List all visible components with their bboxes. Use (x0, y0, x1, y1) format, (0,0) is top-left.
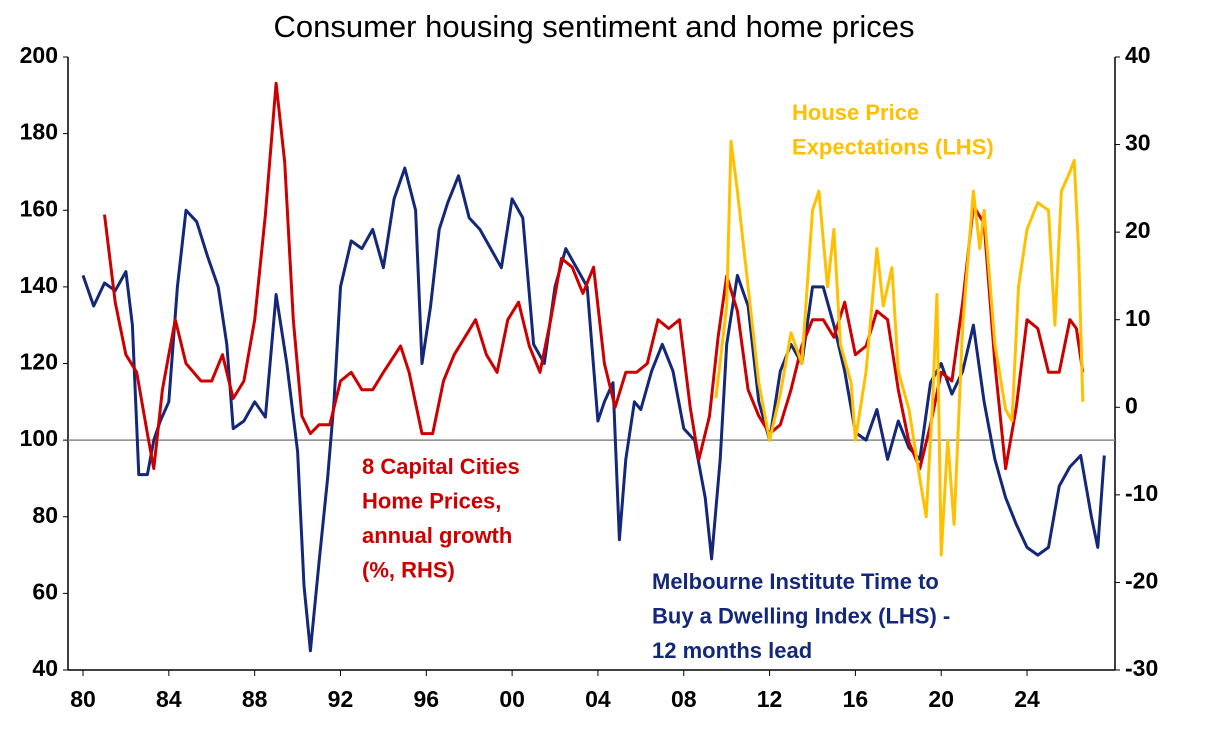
x-tick-label: 84 (156, 686, 182, 712)
y2-tick-label: 30 (1125, 130, 1151, 156)
y-tick-label: 140 (20, 272, 58, 298)
y-tick-label: 180 (20, 119, 58, 145)
annotation: Buy a Dwelling Index (LHS) - (652, 603, 950, 628)
annotation: annual growth (362, 523, 512, 548)
annotation: 12 months lead (652, 638, 812, 663)
y-tick-label: 80 (32, 502, 58, 528)
y2-tick-label: 0 (1125, 392, 1138, 418)
y-tick-label: 100 (20, 425, 58, 451)
chart-title: Consumer housing sentiment and home pric… (273, 9, 914, 44)
annotation: 8 Capital Cities (362, 454, 520, 479)
annotation: Expectations (LHS) (792, 134, 994, 159)
x-tick-label: 12 (757, 686, 783, 712)
annotation: House Price (792, 100, 919, 125)
x-tick-label: 80 (70, 686, 96, 712)
y2-tick-label: 10 (1125, 305, 1151, 331)
series-line (714, 139, 1085, 557)
series-line (103, 81, 1085, 471)
x-tick-label: 04 (585, 686, 611, 712)
series-line (81, 166, 1106, 653)
x-tick-label: 96 (414, 686, 440, 712)
y2-tick-label: -30 (1125, 655, 1158, 681)
x-tick-label: 16 (843, 686, 869, 712)
y-tick-label: 40 (32, 655, 58, 681)
y-tick-label: 160 (20, 195, 58, 221)
y-tick-label: 200 (20, 42, 58, 68)
annotation: (%, RHS) (362, 557, 455, 582)
y2-tick-label: -20 (1125, 568, 1158, 594)
y2-tick-label: 40 (1125, 42, 1151, 68)
x-tick-label: 92 (328, 686, 354, 712)
x-tick-label: 24 (1014, 686, 1040, 712)
x-tick-label: 00 (499, 686, 525, 712)
y-tick-label: 120 (20, 349, 58, 375)
annotation: Home Prices, (362, 488, 501, 513)
x-tick-label: 20 (928, 686, 954, 712)
y-tick-label: 60 (32, 578, 58, 604)
y2-tick-label: 20 (1125, 217, 1151, 243)
y2-tick-label: -10 (1125, 480, 1158, 506)
x-tick-label: 88 (242, 686, 268, 712)
x-tick-label: 08 (671, 686, 697, 712)
annotation: Melbourne Institute Time to (652, 569, 939, 594)
